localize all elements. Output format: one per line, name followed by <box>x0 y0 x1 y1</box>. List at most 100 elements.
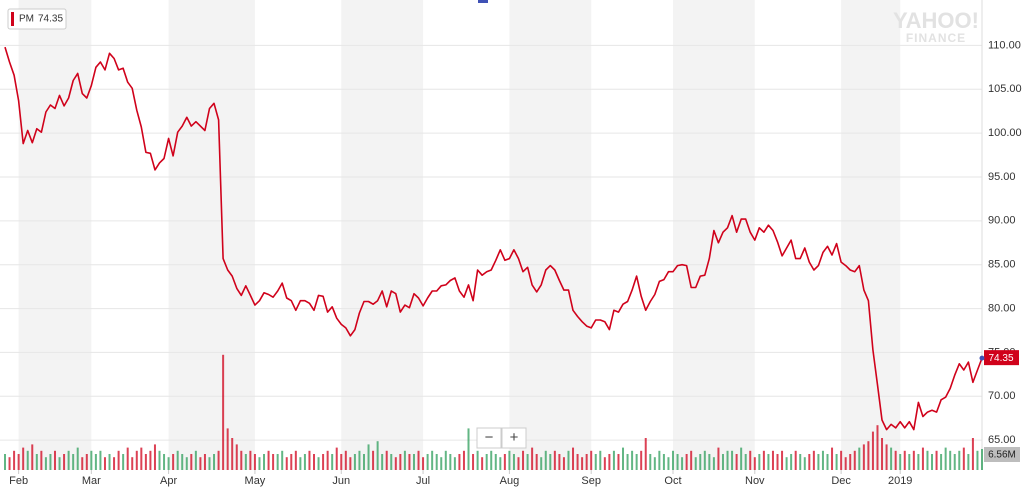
volume-bar <box>108 454 111 470</box>
volume-bar <box>490 450 493 470</box>
volume-bar <box>808 454 811 470</box>
y-tick-label: 110.00 <box>988 39 1021 51</box>
volume-bar <box>562 457 565 470</box>
volume-bar <box>63 454 66 470</box>
x-tick-label: Aug <box>500 475 520 487</box>
x-tick-label: Jul <box>416 475 430 487</box>
volume-bar <box>299 457 302 470</box>
volume-bar <box>4 454 6 470</box>
volume-bar <box>22 447 25 470</box>
zoom-button[interactable] <box>501 427 527 449</box>
volume-bar <box>962 447 965 470</box>
y-tick-label: 85.00 <box>988 259 1016 271</box>
x-tick-label: Sep <box>581 475 601 487</box>
volume-bar <box>876 425 879 470</box>
volume-bar <box>408 454 411 470</box>
volume-bar <box>790 454 793 470</box>
volume-bar <box>685 454 688 470</box>
volume-bar <box>576 454 579 470</box>
volume-bar <box>49 454 52 470</box>
price-line <box>4 46 983 431</box>
volume-bar <box>335 447 338 470</box>
volume-bar <box>940 454 943 470</box>
volume-bar <box>971 438 974 470</box>
volume-bar <box>503 454 506 470</box>
volume-bar <box>67 450 70 470</box>
legend-value: 74.35 <box>38 14 63 25</box>
volume-bar <box>862 444 865 470</box>
volume-bar <box>708 454 711 470</box>
y-tick-label: 105.00 <box>988 83 1022 95</box>
volume-bar <box>126 447 129 470</box>
y-tick-label: 70.00 <box>988 390 1016 402</box>
volume-bar <box>499 457 502 470</box>
volume-bar <box>294 450 297 470</box>
zoom-button[interactable] <box>476 427 502 449</box>
volume-bar <box>444 450 447 470</box>
volume-bar <box>208 457 211 470</box>
volume-bar <box>385 450 388 470</box>
volume-bar <box>44 457 47 470</box>
volume-bar <box>594 454 597 470</box>
volume-bar <box>603 457 606 470</box>
volume-bar <box>331 454 334 470</box>
volume-bar <box>362 454 365 470</box>
volume-bar <box>244 454 247 470</box>
volume-bar <box>853 450 856 470</box>
volume-bar <box>581 457 584 470</box>
volume-bar <box>140 447 143 470</box>
volume-bar <box>712 457 715 470</box>
volume-bar <box>481 457 484 470</box>
volume-bar <box>367 444 370 470</box>
volume-bar <box>31 444 34 470</box>
x-tick-label: Apr <box>160 475 177 487</box>
volume-bar <box>194 450 197 470</box>
y-tick-label: 90.00 <box>988 215 1016 227</box>
volume-bar <box>626 454 629 470</box>
x-tick-label: Oct <box>664 475 681 487</box>
volume-bar <box>831 447 834 470</box>
volume-bar <box>81 457 84 470</box>
x-tick-label: Feb <box>9 475 28 487</box>
volume-bar <box>267 450 270 470</box>
zoom-button-label[interactable]: − <box>485 429 494 446</box>
top-indicator <box>478 0 488 3</box>
volume-bar <box>449 454 452 470</box>
volume-bar <box>467 428 470 470</box>
volume-bar <box>871 431 874 470</box>
volume-bar <box>912 450 915 470</box>
volume-bar <box>476 450 479 470</box>
watermark: YAHOO! <box>893 8 979 33</box>
volume-bar <box>667 457 670 470</box>
volume-bar <box>817 454 820 470</box>
volume-bar <box>699 454 702 470</box>
volume-bar <box>758 454 761 470</box>
volume-bar <box>967 454 970 470</box>
volume-bar <box>921 447 924 470</box>
volume-bar <box>153 444 156 470</box>
volume-bar <box>721 454 724 470</box>
volume-bar <box>281 450 284 470</box>
volume-bar <box>740 447 743 470</box>
volume-bar <box>703 450 706 470</box>
volume-bar <box>390 454 393 470</box>
zoom-button-label[interactable]: + <box>510 429 519 446</box>
volume-bar <box>781 450 784 470</box>
volume-bar <box>849 454 852 470</box>
volume-bar <box>585 454 588 470</box>
volume-bar <box>976 450 979 470</box>
volume-bar <box>40 450 43 470</box>
price-tag <box>984 350 1019 366</box>
volume-bar <box>926 450 929 470</box>
y-tick-label: 80.00 <box>988 302 1016 314</box>
volume-bar <box>317 457 320 470</box>
volume-bar <box>403 450 406 470</box>
volume-bar <box>249 450 252 470</box>
volume-bar <box>553 450 556 470</box>
volume-bar <box>485 454 488 470</box>
volume-bar <box>762 450 765 470</box>
volume-bar <box>794 450 797 470</box>
volume-bar <box>426 454 429 470</box>
volume-bar <box>512 454 515 470</box>
